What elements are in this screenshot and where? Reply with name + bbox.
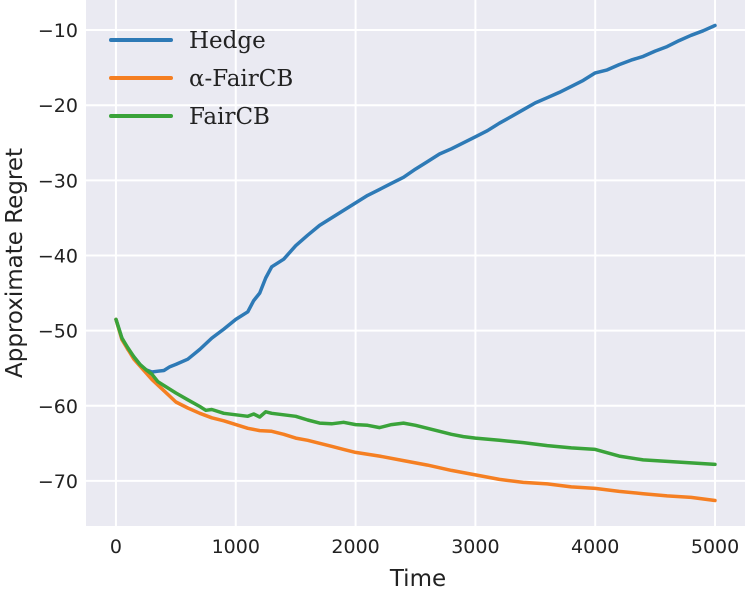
y-axis-label: Approximate Regret	[2, 148, 28, 378]
y-tick-label: −70	[38, 471, 78, 493]
x-tick-label: 2000	[331, 536, 379, 558]
y-tick-label: −30	[38, 170, 78, 192]
legend-label: FairCB	[189, 104, 270, 130]
x-tick-label: 3000	[451, 536, 499, 558]
x-tick-labels: 0 1000 2000 3000 4000 5000	[110, 536, 739, 558]
y-tick-label: −50	[38, 321, 78, 343]
y-tick-label: −40	[38, 245, 78, 267]
y-tick-label: −60	[38, 396, 78, 418]
y-tick-labels: −10 −20 −30 −40 −50 −60 −70	[38, 20, 78, 493]
y-tick-label: −20	[38, 95, 78, 117]
x-axis-label: Time	[389, 566, 446, 592]
x-tick-label: 5000	[691, 536, 739, 558]
y-tick-label: −10	[38, 20, 78, 42]
series-lines	[114, 23, 717, 503]
legend-label: Hedge	[189, 28, 266, 54]
x-tick-label: 4000	[571, 536, 619, 558]
plot-background	[86, 0, 745, 526]
x-tick-label: 1000	[212, 536, 260, 558]
legend: Hedge α-FairCB FairCB	[109, 28, 293, 130]
series-line	[114, 23, 717, 374]
series-line	[114, 317, 717, 503]
legend-label: α-FairCB	[189, 66, 293, 92]
series-line	[114, 317, 717, 467]
x-tick-label: 0	[110, 536, 122, 558]
